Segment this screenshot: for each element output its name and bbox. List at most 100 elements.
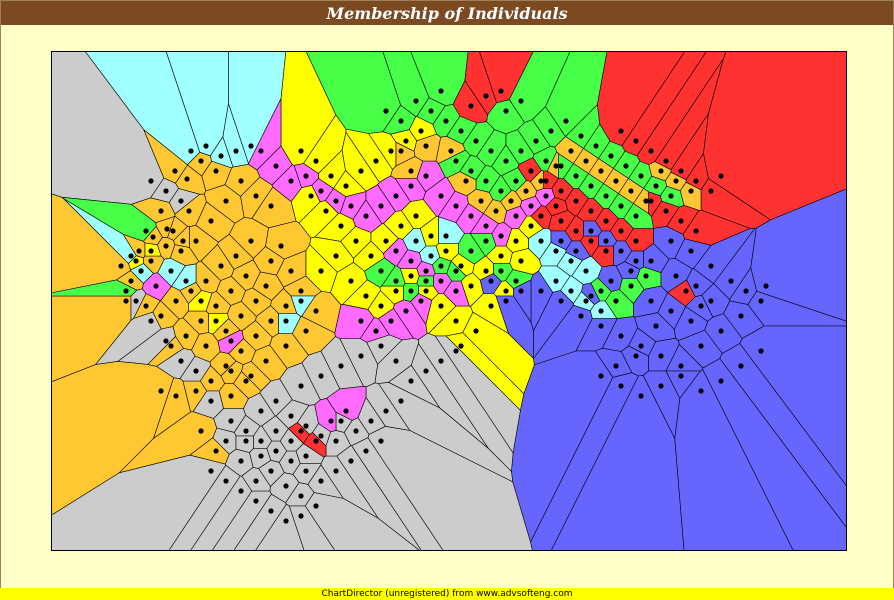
- data-point: [163, 243, 169, 249]
- voronoi-cell: [173, 225, 190, 248]
- data-point: [583, 298, 589, 304]
- data-point: [538, 238, 544, 244]
- chart-title: Membership of Individuals: [326, 4, 568, 23]
- data-point: [358, 353, 364, 359]
- data-point: [583, 268, 589, 274]
- data-point: [298, 383, 304, 389]
- voronoi-cell: [228, 51, 287, 165]
- voronoi-cell: [750, 188, 847, 322]
- data-point: [553, 163, 559, 169]
- data-point: [483, 268, 489, 274]
- data-point: [208, 468, 214, 474]
- data-point: [338, 418, 344, 424]
- data-point: [313, 438, 319, 444]
- voronoi-cell: [505, 269, 534, 289]
- footer-credit: ChartDirector (unregistered) from www.ad…: [321, 589, 573, 599]
- data-point: [378, 438, 384, 444]
- data-point: [408, 288, 414, 294]
- voronoi-cell: [326, 385, 367, 421]
- voronoi-cell: [633, 188, 649, 215]
- data-point: [373, 328, 379, 334]
- data-point: [318, 373, 324, 379]
- data-point: [528, 223, 534, 229]
- data-point: [718, 328, 724, 334]
- data-point: [218, 263, 224, 269]
- voronoi-cell: [729, 266, 758, 305]
- data-point: [213, 303, 219, 309]
- voronoi-cell: [478, 51, 534, 104]
- data-point: [438, 278, 444, 284]
- data-point: [228, 418, 234, 424]
- data-point: [368, 253, 374, 259]
- data-point: [258, 408, 264, 414]
- data-point: [313, 503, 319, 509]
- data-point: [608, 278, 614, 284]
- data-point: [238, 313, 244, 319]
- data-point: [283, 518, 289, 524]
- data-point: [408, 168, 414, 174]
- data-point: [263, 283, 269, 289]
- data-point: [223, 363, 229, 369]
- data-point: [538, 213, 544, 219]
- data-point: [663, 158, 669, 164]
- data-point: [443, 248, 449, 254]
- voronoi-cell: [152, 377, 191, 440]
- data-point: [403, 308, 409, 314]
- data-point: [128, 253, 134, 259]
- data-point: [213, 448, 219, 454]
- data-point: [143, 228, 149, 234]
- data-point: [738, 313, 744, 319]
- data-point: [558, 163, 564, 169]
- data-points: [118, 88, 769, 524]
- data-point: [608, 153, 614, 159]
- data-point: [208, 398, 214, 404]
- data-point: [688, 318, 694, 324]
- data-point: [468, 213, 474, 219]
- data-point: [558, 298, 564, 304]
- data-point: [518, 258, 524, 264]
- data-point: [668, 238, 674, 244]
- data-point: [453, 348, 459, 354]
- data-point: [683, 288, 689, 294]
- data-point: [172, 168, 178, 174]
- data-point: [423, 173, 429, 179]
- data-point: [613, 363, 619, 369]
- data-point: [718, 378, 724, 384]
- data-point: [138, 268, 144, 274]
- data-point: [328, 173, 334, 179]
- data-point: [493, 208, 499, 214]
- data-point: [238, 348, 244, 354]
- data-point: [318, 478, 324, 484]
- data-point: [538, 288, 544, 294]
- data-point: [333, 438, 339, 444]
- data-point: [318, 268, 324, 274]
- data-point: [333, 253, 339, 259]
- data-point: [488, 303, 494, 309]
- data-point: [483, 178, 489, 184]
- data-point: [378, 303, 384, 309]
- data-point: [743, 288, 749, 294]
- data-point: [598, 373, 604, 379]
- data-point: [553, 203, 559, 209]
- data-point: [453, 158, 459, 164]
- data-point: [136, 248, 142, 254]
- data-point: [423, 368, 429, 374]
- data-point: [218, 153, 224, 159]
- data-point: [233, 148, 239, 154]
- data-point: [708, 298, 714, 304]
- data-point: [508, 198, 514, 204]
- data-point: [273, 163, 279, 169]
- data-point: [458, 128, 464, 134]
- data-point: [518, 98, 524, 104]
- data-point: [313, 158, 319, 164]
- voronoi-cell: [739, 325, 847, 488]
- data-point: [383, 238, 389, 244]
- data-point: [513, 178, 519, 184]
- data-point: [318, 188, 324, 194]
- data-point: [628, 283, 634, 289]
- voronoi-cell: [249, 448, 272, 469]
- data-point: [408, 258, 414, 264]
- data-point: [198, 158, 204, 164]
- data-point: [668, 308, 674, 314]
